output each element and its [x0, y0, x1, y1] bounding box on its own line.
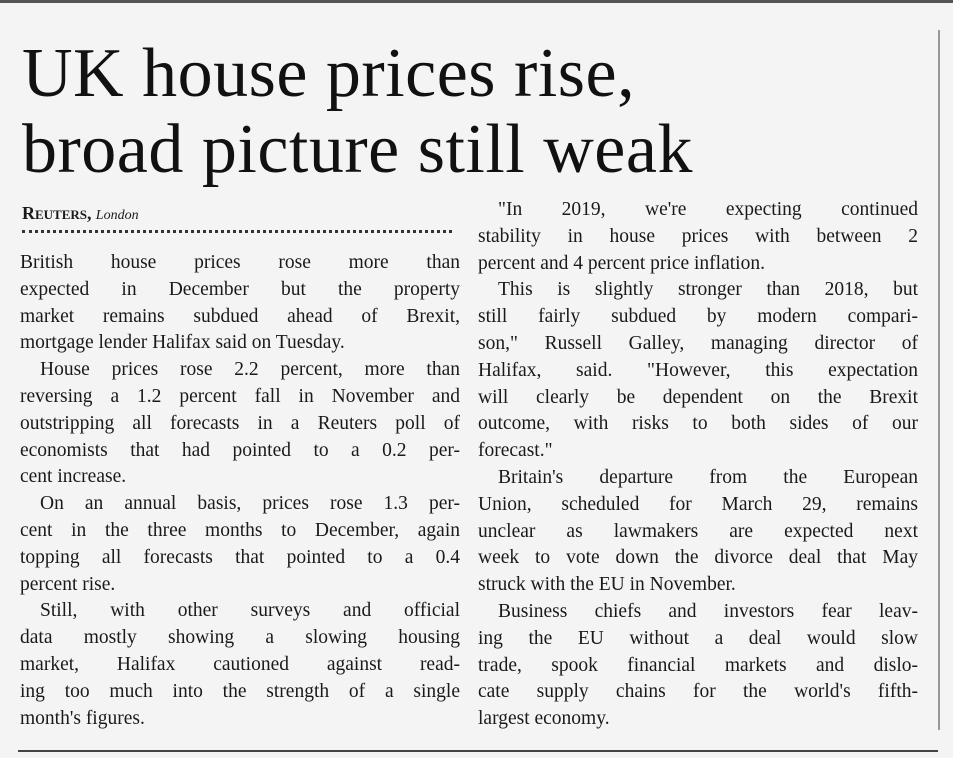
paragraph: On an annual basis, prices rose 1.3 per-…: [20, 491, 460, 598]
text-line: ing the EU without a deal would slow: [478, 627, 918, 649]
paragraph: "In 2019, we're expecting continued stabi…: [478, 197, 918, 277]
text-line: Still, with other surveys and official: [40, 600, 460, 622]
headline-line-1: UK house prices rise,: [22, 35, 636, 112]
text-line: This is slightly stronger than 2018, but: [498, 279, 918, 301]
text-line: will clearly be dependent on the Brexit: [478, 386, 918, 408]
text-line: stability in house prices with between 2: [478, 225, 918, 247]
paragraph: Britain's departure from the European Uni…: [478, 465, 918, 599]
byline: Reuters, London: [22, 203, 139, 224]
text-line: outstripping all forecasts in a Reuters …: [20, 412, 460, 434]
dotted-divider: [22, 230, 452, 233]
bottom-rule: [18, 750, 938, 752]
article-column-left: British house prices rose more than expec…: [20, 250, 460, 732]
text-line: still fairly subdued by modern compari-: [478, 306, 918, 328]
paragraph: Still, with other surveys and official da…: [20, 598, 460, 732]
byline-agency: Reuters,: [22, 203, 92, 223]
headline-line-2: broad picture still weak: [22, 111, 693, 188]
text-line: percent and 4 percent price inflation.: [478, 252, 765, 274]
text-line: data mostly showing a slowing housing: [20, 627, 460, 649]
text-line: economists that had pointed to a 0.2 per…: [20, 439, 460, 461]
text-line: trade, spook financial markets and dislo…: [478, 654, 918, 676]
byline-location: London: [95, 208, 139, 223]
text-line: topping all forecasts that pointed to a …: [20, 546, 460, 568]
text-line: unclear as lawmakers are expected next: [478, 520, 918, 542]
text-line: cent increase.: [20, 466, 127, 488]
text-line: forecast.": [478, 440, 553, 462]
paragraph: House prices rose 2.2 percent, more than…: [20, 357, 460, 491]
headline: UK house prices rise, broad picture stil…: [22, 36, 693, 188]
text-line: outcome, with risks to both sides of our: [478, 413, 918, 435]
text-line: market, Halifax cautioned against read-: [20, 653, 460, 675]
text-line: British house prices rose more than: [20, 252, 460, 273]
paragraph: This is slightly stronger than 2018, but…: [478, 277, 918, 465]
text-line: "In 2019, we're expecting continued: [498, 199, 918, 220]
text-line: reversing a 1.2 percent fall in November…: [20, 385, 460, 407]
text-line: On an annual basis, prices rose 1.3 per-: [40, 493, 460, 515]
text-line: House prices rose 2.2 percent, more than: [40, 359, 460, 381]
text-line: market remains subdued ahead of Brexit,: [20, 305, 460, 327]
text-line: mortgage lender Halifax said on Tuesday.: [20, 332, 345, 354]
text-line: Britain's departure from the European: [498, 466, 918, 488]
paragraph: Business chiefs and investors fear leav-…: [478, 599, 918, 733]
text-line: week to vote down the divorce deal that …: [478, 547, 918, 569]
text-line: expected in December but the property: [20, 278, 460, 300]
top-rule: [0, 0, 953, 3]
text-line: struck with the EU in November.: [478, 574, 736, 596]
paragraph: British house prices rose more than expec…: [20, 250, 460, 357]
text-line: Union, scheduled for March 29, remains: [478, 493, 918, 515]
article-column-right: "In 2019, we're expecting continued stabi…: [478, 197, 918, 733]
text-line: cent in the three months to December, ag…: [20, 519, 460, 541]
text-line: Halifax, said. "However, this expectatio…: [478, 359, 918, 381]
right-rule: [938, 30, 940, 730]
text-line: ing too much into the strength of a sing…: [20, 680, 460, 702]
text-line: son," Russell Galley, managing director …: [478, 332, 918, 354]
text-line: percent rise.: [20, 573, 116, 595]
text-line: largest economy.: [478, 708, 610, 730]
text-line: month's figures.: [20, 707, 145, 729]
text-line: cate supply chains for the world's fifth…: [478, 681, 918, 703]
text-line: Business chiefs and investors fear leav-: [498, 600, 918, 622]
